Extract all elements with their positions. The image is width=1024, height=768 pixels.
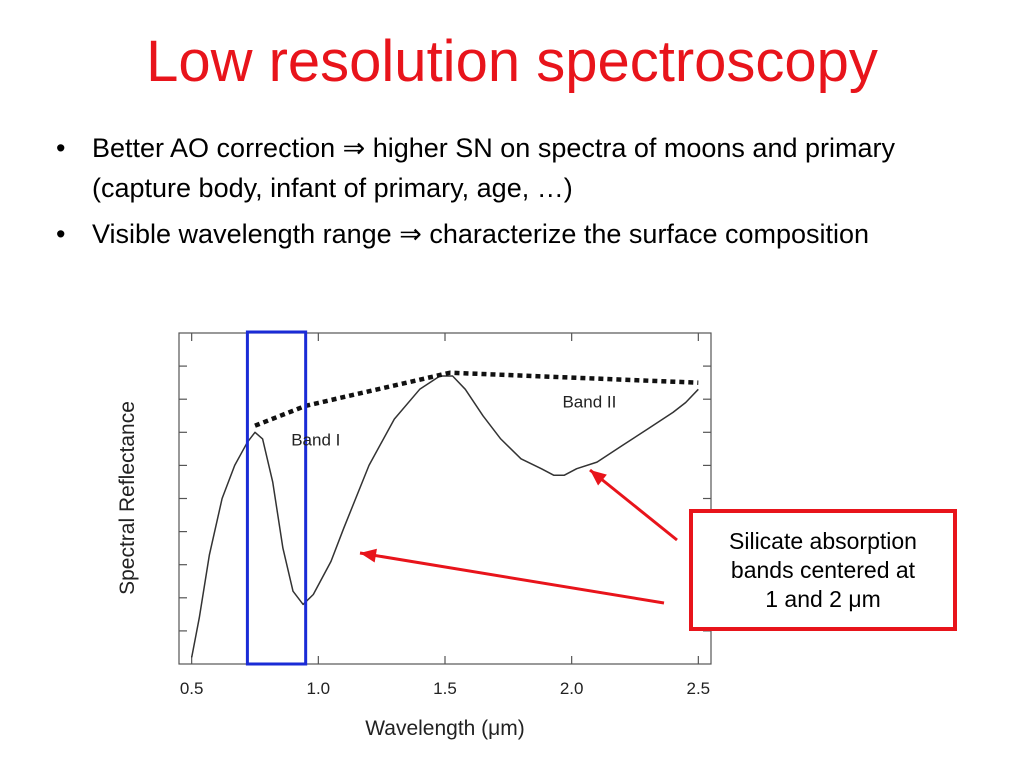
slide-title: Low resolution spectroscopy bbox=[146, 29, 878, 94]
bullet-marker: • bbox=[56, 133, 66, 163]
reflectance-spectrum-line bbox=[190, 375, 699, 658]
bullet-text: Visible wavelength range ⇒ characterize … bbox=[92, 219, 870, 249]
arrow-to-band-2 bbox=[589, 468, 678, 542]
callout-text: Silicate absorption bands centered at 1 … bbox=[729, 527, 917, 612]
bullet-item: • Better AO correction ⇒ higher SN on sp… bbox=[56, 128, 956, 208]
plot-frame bbox=[178, 332, 712, 665]
y-axis-ticks bbox=[179, 365, 711, 632]
x-axis-tick-labels: 0.5 1.0 1.5 2.0 2.5 bbox=[180, 679, 710, 698]
bullet-text: Better AO correction ⇒ higher SN on spec… bbox=[92, 133, 895, 203]
x-tick-label: 1.0 bbox=[307, 679, 331, 698]
bullet-item: • Visible wavelength range ⇒ characteriz… bbox=[56, 214, 956, 254]
x-tick-label: 0.5 bbox=[180, 679, 204, 698]
series-layer bbox=[190, 370, 699, 658]
callout-arrows bbox=[359, 468, 678, 605]
callout-box: Silicate absorption bands centered at 1 … bbox=[689, 509, 957, 631]
x-axis-ticks bbox=[191, 333, 699, 664]
bullet-list: • Better AO correction ⇒ higher SN on sp… bbox=[56, 128, 956, 260]
continuum-line bbox=[254, 370, 699, 428]
x-tick-label: 2.0 bbox=[560, 679, 584, 698]
x-tick-label: 2.5 bbox=[687, 679, 711, 698]
y-axis-label: Spectral Reflectance bbox=[116, 401, 139, 595]
arrow-to-band-1 bbox=[359, 551, 665, 605]
x-axis-label: Wavelength (μm) bbox=[365, 717, 525, 740]
band-annotation: Band II bbox=[562, 392, 616, 411]
arrow-to-band-2-head bbox=[590, 470, 607, 486]
highlight-box bbox=[245, 330, 308, 666]
x-tick-label: 1.5 bbox=[433, 679, 457, 698]
bullet-marker: • bbox=[56, 219, 66, 249]
band-annotation: Band I bbox=[291, 431, 340, 450]
arrow-to-band-1-head bbox=[360, 548, 377, 563]
annotation-layer: Band I Band II bbox=[291, 392, 616, 449]
